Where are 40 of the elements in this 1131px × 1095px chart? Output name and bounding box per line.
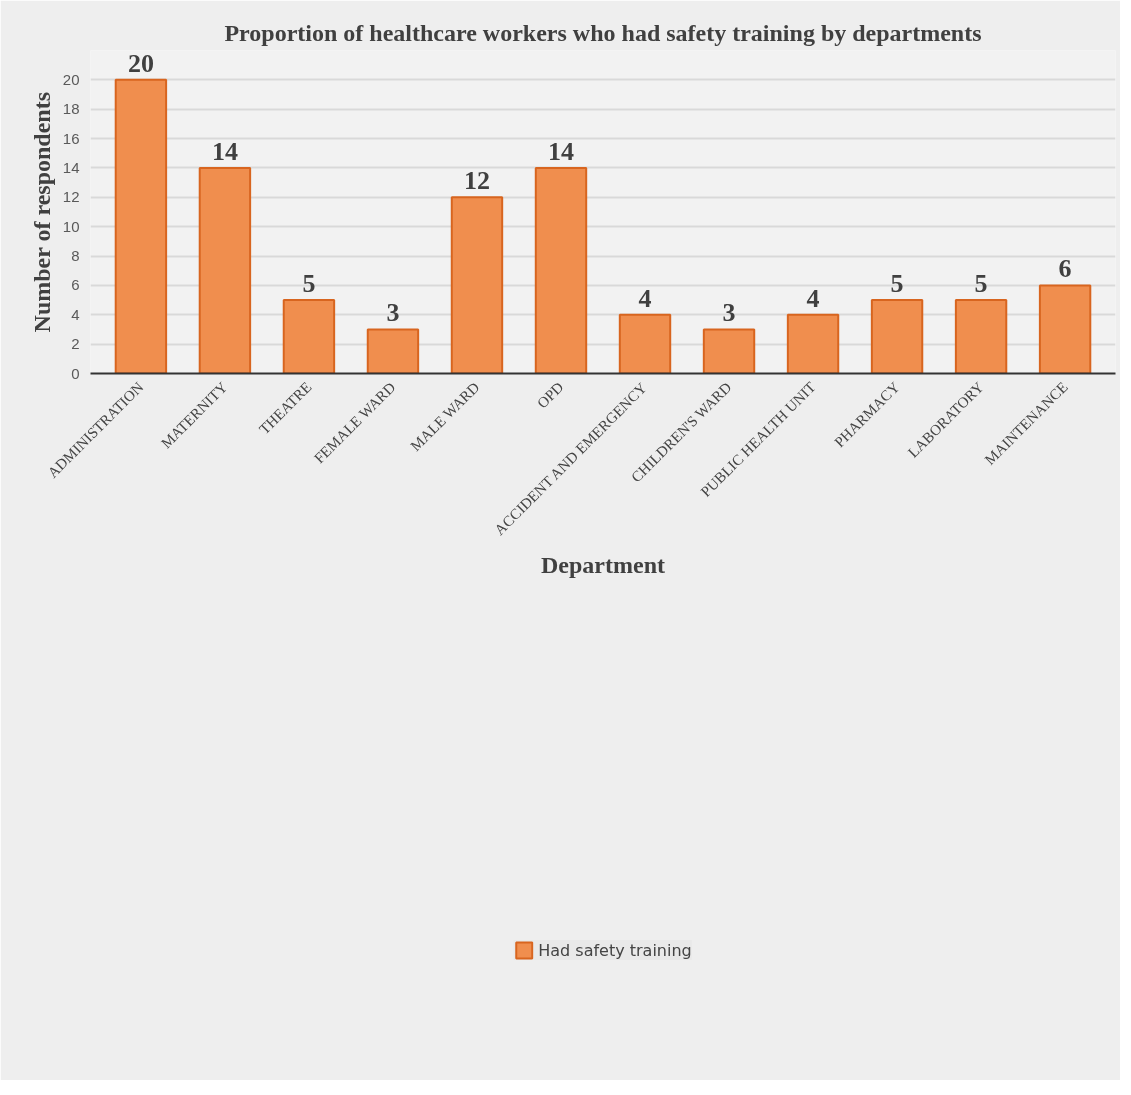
y-tick-label: 12 <box>62 188 80 206</box>
data-label: 4 <box>638 283 652 313</box>
y-tick-label: 2 <box>71 335 80 353</box>
data-label: 5 <box>974 269 988 299</box>
y-tick-label: 14 <box>62 158 80 176</box>
data-label: 4 <box>806 283 820 313</box>
y-axis-title: Number of respondents <box>28 91 55 333</box>
chart-title: Proportion of healthcare workers who had safety training by departments <box>224 19 982 46</box>
bar <box>282 299 336 374</box>
data-label: 5 <box>890 269 904 299</box>
data-label: 5 <box>302 269 316 299</box>
bar <box>870 299 924 374</box>
data-label: 14 <box>547 136 574 166</box>
data-label: 3 <box>722 298 736 328</box>
bar <box>702 328 756 374</box>
y-tick-label: 10 <box>62 217 80 235</box>
y-tick-label: 20 <box>62 70 80 88</box>
bar <box>450 196 504 374</box>
bar <box>198 166 252 374</box>
x-axis-title: Department <box>541 551 665 578</box>
bar <box>534 166 588 374</box>
x-tick-label: OPD <box>534 378 567 412</box>
data-label: 20 <box>127 48 154 78</box>
data-label: 3 <box>386 298 400 328</box>
data-label: 6 <box>1058 254 1072 284</box>
y-tick-label: 4 <box>71 305 80 323</box>
bar <box>366 328 420 374</box>
y-tick-label: 0 <box>71 364 80 382</box>
legend-label: Had safety training <box>538 940 692 960</box>
bar <box>786 313 840 374</box>
bar <box>618 313 672 374</box>
bar <box>954 299 1008 374</box>
y-tick-label: 18 <box>62 100 80 118</box>
y-tick-label: 16 <box>62 129 80 147</box>
data-label: 12 <box>463 166 490 196</box>
data-label: 14 <box>211 136 238 166</box>
bar <box>114 78 168 374</box>
y-tick-label: 8 <box>71 247 80 265</box>
y-tick-label: 6 <box>71 276 80 294</box>
bar <box>1038 284 1092 374</box>
